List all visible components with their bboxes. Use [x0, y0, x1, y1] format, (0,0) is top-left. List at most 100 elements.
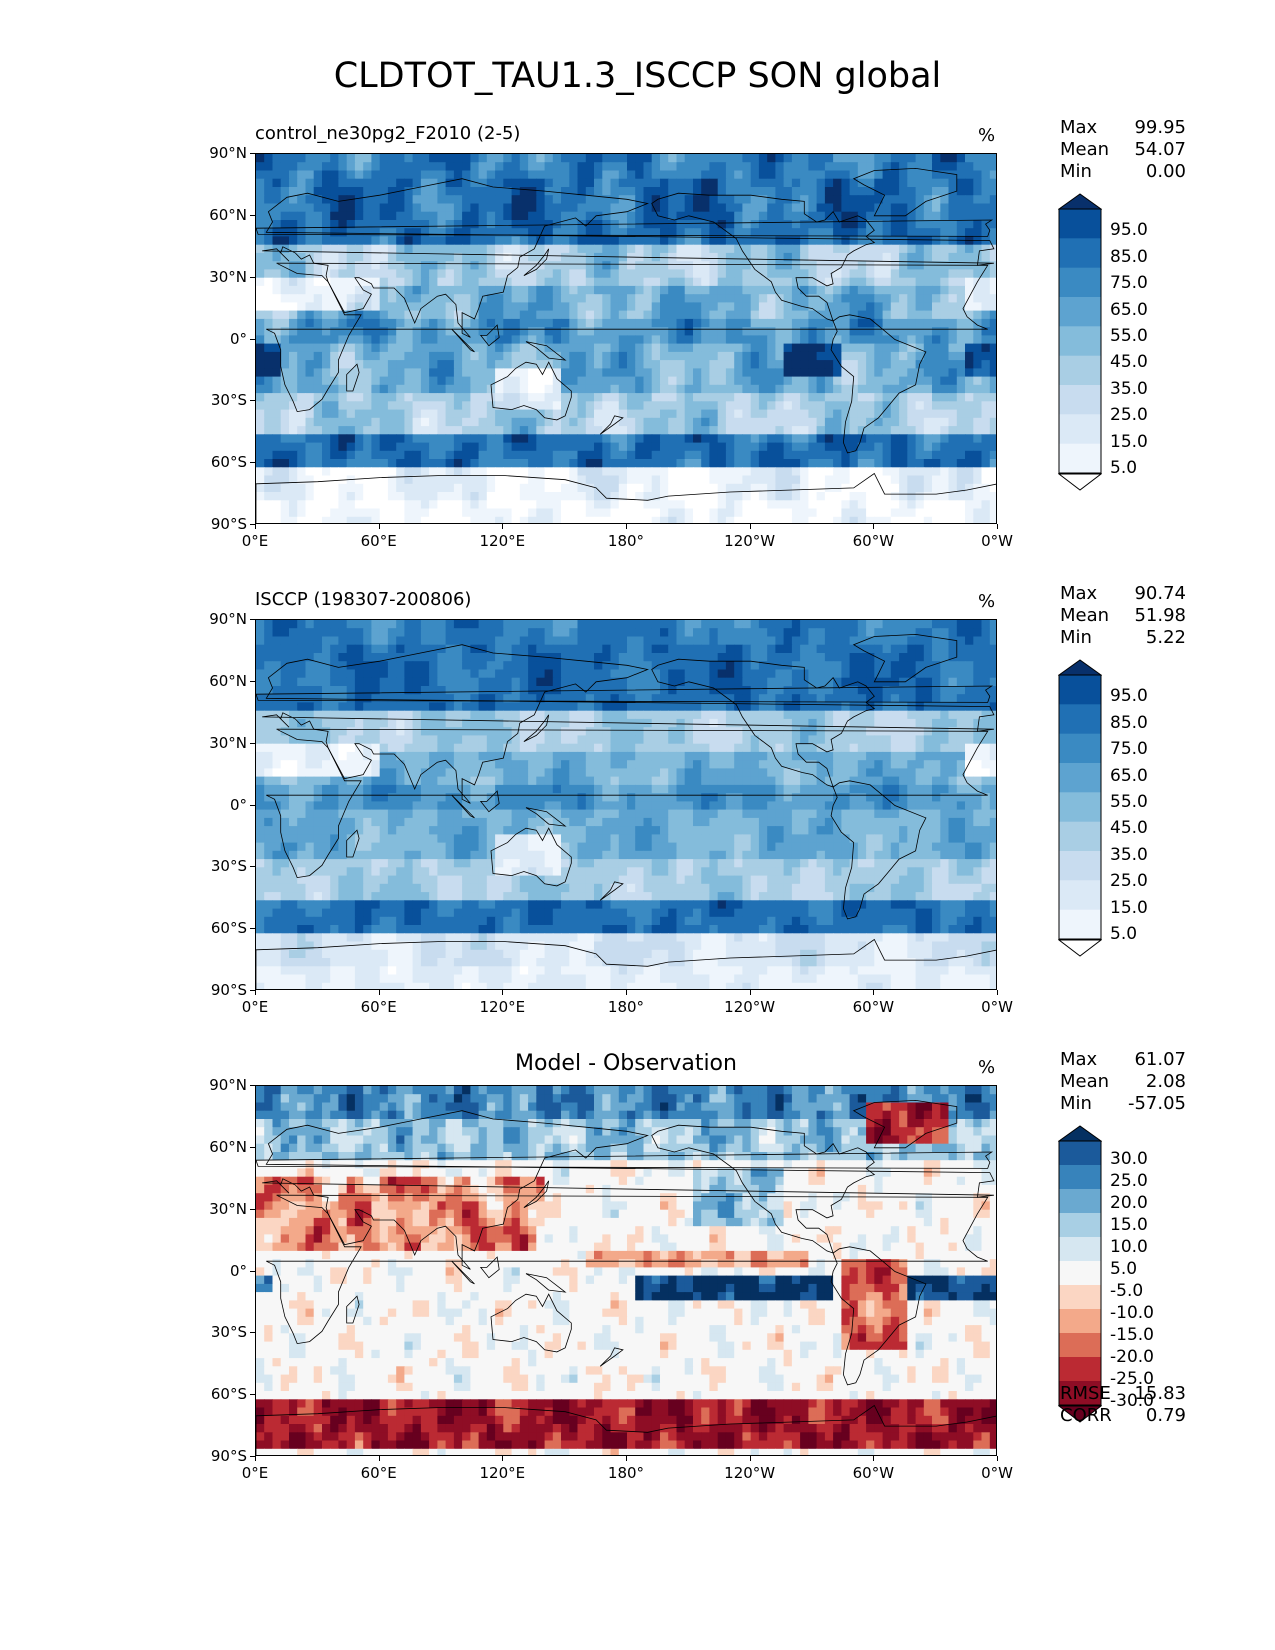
lat-tick-label: 90°S: [210, 1447, 247, 1465]
stat-row: Mean 54.07: [1060, 139, 1186, 161]
colorbar-tick-label: 65.0: [1110, 765, 1148, 786]
lat-tick: [250, 1332, 255, 1334]
lat-tick-label: 90°N: [209, 610, 247, 628]
rmse-value: 0.79: [1145, 1405, 1186, 1426]
colorbar-segment: [1059, 1381, 1101, 1406]
lat-tick-label: 90°S: [210, 981, 247, 999]
colorbar-tick-label: 5.0: [1110, 1258, 1138, 1279]
colorbar-tick-label: 35.0: [1110, 844, 1148, 865]
map-frame: [255, 619, 997, 990]
colorbar-segment: [1059, 209, 1101, 239]
lon-tick: [997, 524, 998, 529]
rmse-row: RMSE 15.83: [1060, 1383, 1186, 1405]
colorbar-segment: [1059, 1213, 1101, 1238]
lat-tick-label: 0°: [229, 795, 247, 814]
coastline: [490, 827, 572, 887]
lon-tick: [626, 1456, 627, 1461]
lat-tick-label: 30°N: [209, 733, 247, 752]
coastline: [525, 341, 567, 361]
rmse-row: CORR 0.79: [1060, 1405, 1186, 1427]
colorbar-extend-max: [1058, 1125, 1102, 1142]
coastline: [490, 361, 572, 421]
coastline: [479, 324, 500, 347]
coastline: [256, 685, 994, 703]
colorbar-segment: [1059, 763, 1101, 793]
colorbar-tick-label: 95.0: [1110, 220, 1148, 241]
colorbar-tick-label: 10.0: [1110, 1236, 1148, 1257]
stat-value: 61.07: [1134, 1049, 1186, 1070]
stats-block: Max 61.07 Mean 2.08 Min -57.05: [1060, 1049, 1186, 1115]
coastline: [256, 1404, 996, 1455]
coastline: [830, 1246, 927, 1386]
stat-value: 51.98: [1134, 605, 1186, 626]
rmse-label: RMSE: [1060, 1383, 1111, 1404]
coastline: [451, 328, 475, 353]
lat-tick: [250, 1146, 255, 1148]
lon-tick: [378, 990, 380, 995]
coastline: [490, 1293, 572, 1353]
lon-tick: [997, 1456, 998, 1461]
panel-units: %: [978, 1057, 996, 1078]
lat-tick: [250, 680, 255, 682]
colorbar-tick-label: 75.0: [1110, 739, 1148, 760]
lon-tick: [502, 1456, 504, 1461]
rmse-label: CORR: [1060, 1405, 1112, 1426]
stat-label: Mean: [1060, 139, 1110, 160]
lat-tick-label: 60°N: [209, 671, 247, 690]
colorbar-tick-label: 25.0: [1110, 871, 1148, 892]
colorbar-tick-label: 5.0: [1110, 924, 1138, 945]
lat-tick: [250, 1208, 255, 1210]
lon-tick: [626, 990, 627, 995]
coastline: [346, 1295, 360, 1324]
lon-tick: [749, 1456, 751, 1461]
figure-title: CLDTOT_TAU1.3_ISCCP SON global: [333, 56, 942, 96]
colorbar-segment: [1059, 326, 1101, 357]
coastline: [266, 728, 989, 879]
lon-tick-label: 0°E: [241, 998, 269, 1016]
lat-tick-label: 0°: [229, 329, 247, 348]
coastline: [256, 219, 994, 237]
lat-tick-label: 60°N: [209, 205, 247, 224]
colorbar-extend-max: [1058, 193, 1102, 210]
lon-tick-label: 0°W: [981, 532, 1013, 550]
stat-row: Min 0.00: [1060, 161, 1186, 183]
lat-tick-label: 60°N: [209, 1137, 247, 1156]
colorbar-tick-label: -25.0: [1110, 1368, 1154, 1389]
lon-tick: [502, 990, 504, 995]
map-panel-3: Model - Observation % Max 61.07 Mean 2.08 Mi…: [0, 932, 1275, 1482]
rmse-block: RMSE 15.83 CORR 0.79: [1060, 1383, 1186, 1427]
stats-block: Max 90.74 Mean 51.98 Min 5.22: [1060, 583, 1186, 649]
colorbar-segment: [1059, 1165, 1101, 1190]
colorbar-segment: [1059, 1261, 1101, 1286]
colorbar-tick-label: 95.0: [1110, 686, 1148, 707]
colorbar-segment: [1059, 1285, 1101, 1310]
colorbar-segment: [1059, 443, 1101, 474]
colorbar-segment: [1059, 792, 1101, 823]
lon-tick: [378, 1456, 380, 1461]
lon-tick: [502, 524, 504, 529]
lat-tick-label: 90°N: [209, 1076, 247, 1094]
colorbar-tick-label: -30.0: [1110, 1390, 1154, 1411]
stat-value: -57.05: [1127, 1093, 1186, 1114]
stat-label: Mean: [1060, 605, 1110, 626]
colorbar-segment: [1059, 1333, 1101, 1358]
lon-tick-label: 180°: [607, 998, 645, 1016]
colorbar-segment: [1059, 414, 1101, 445]
coastline: [523, 1180, 550, 1208]
colorbar-segment: [1059, 267, 1101, 298]
coastline: [451, 1260, 475, 1285]
lat-tick-label: 30°S: [210, 857, 247, 876]
colorbar-segment: [1059, 238, 1101, 269]
lon-tick: [749, 990, 751, 995]
lon-tick: [749, 524, 751, 529]
stat-label: Max: [1060, 583, 1098, 604]
stat-row: Mean 2.08: [1060, 1071, 1186, 1093]
coastline: [262, 644, 995, 804]
stat-value: 90.74: [1134, 583, 1186, 604]
coastline: [523, 714, 550, 742]
colorbar-segment: [1059, 909, 1101, 940]
stat-row: Max 90.74: [1060, 583, 1186, 605]
lat-tick-label: 30°N: [209, 1199, 247, 1218]
colorbar-tick-label: 25.0: [1110, 1170, 1148, 1191]
rmse-value: 15.83: [1134, 1383, 1186, 1404]
